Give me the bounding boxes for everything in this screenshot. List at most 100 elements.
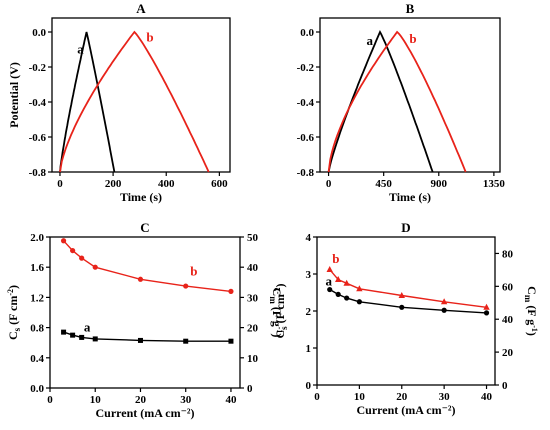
x-tick-label: 10 <box>90 394 102 406</box>
y-right-tick-label: 50 <box>247 232 259 244</box>
data-point-b <box>60 238 67 244</box>
plot-frame <box>319 17 501 173</box>
series-line-b <box>63 240 232 293</box>
plot-frame <box>49 236 241 389</box>
y-right-tick-label: 20 <box>502 347 514 359</box>
y-tick-label: 2 <box>306 306 312 318</box>
data-point-b <box>183 283 189 289</box>
y-right-axis-label: Cm (F g-1) <box>268 288 284 338</box>
series-label-a: a <box>325 273 332 288</box>
svg-text:Cs (F cm-2): Cs (F cm-2) <box>6 285 22 340</box>
data-point-a <box>183 338 189 344</box>
y-tick-label: 0.0 <box>30 383 44 395</box>
data-point-a <box>92 336 98 342</box>
panel-c: C 0 10 20 30 40 0.0 0.4 0.8 1.2 1.6 2.0 0 10 20 30 40 50 C… <box>6 220 284 420</box>
data-point-a <box>327 286 333 293</box>
panel-title: C <box>140 220 149 235</box>
x-tick-label: 40 <box>481 391 493 403</box>
x-tick-label: 0 <box>47 394 53 406</box>
data-point-b <box>483 303 490 310</box>
y-tick-label: 2.0 <box>30 232 44 244</box>
x-tick-label: 10 <box>354 391 366 403</box>
data-point-b <box>79 255 85 261</box>
data-point-b <box>398 291 405 298</box>
y-tick-label: -0.6 <box>29 132 47 144</box>
y-tick-label: -0.8 <box>297 167 315 179</box>
y-tick-label: 4 <box>306 232 312 244</box>
x-tick-label: 1350 <box>483 178 506 190</box>
data-point-b <box>356 285 363 292</box>
x-tick-label: 40 <box>225 394 237 406</box>
x-tick-label: 450 <box>375 178 392 190</box>
panel-title: B <box>406 1 415 16</box>
data-point-b <box>326 266 333 273</box>
svg-text:Cm (F g-1): Cm (F g-1) <box>523 286 539 336</box>
series-label-a: a <box>84 320 91 335</box>
data-point-b <box>70 247 76 254</box>
y-tick-label: -0.2 <box>297 62 315 74</box>
x-tick-label: 900 <box>431 178 448 190</box>
y-tick-label: 0.8 <box>30 323 44 335</box>
y-right-tick-label: 20 <box>247 323 259 335</box>
x-tick-label: 0 <box>57 178 63 190</box>
y-tick-label: 1.6 <box>30 262 44 274</box>
y-tick-label: 0.4 <box>30 353 44 365</box>
data-point-a <box>335 291 341 297</box>
svg-text:Cs (F cm-2): Cs (F cm-2) <box>273 283 289 338</box>
y-right-axis-label: Cm (F g-1) <box>523 286 539 336</box>
plot-frame <box>316 236 496 386</box>
plot-frame <box>51 17 231 173</box>
y-right-tick-label: 0 <box>247 383 253 395</box>
y-tick-label: -0.8 <box>29 167 47 179</box>
series-line-b <box>327 30 467 173</box>
y-tick-label: -0.6 <box>297 132 315 144</box>
y-right-tick-label: 0 <box>502 380 508 392</box>
series-label-a: a <box>367 33 374 48</box>
y-tick-label: -0.2 <box>29 62 47 74</box>
y-tick-label: 0.0 <box>32 27 46 39</box>
data-point-b <box>92 264 98 270</box>
y-tick-label: -0.4 <box>297 97 315 109</box>
x-tick-label: 20 <box>135 394 147 406</box>
x-tick-label: 200 <box>105 178 122 190</box>
data-point-a <box>441 307 447 313</box>
series-line-a <box>59 31 116 173</box>
y-tick-label: -0.4 <box>29 97 47 109</box>
y-right-tick-label: 60 <box>502 281 514 293</box>
x-axis-label: Current (mA cm⁻²) <box>95 406 194 420</box>
y-tick-label: 1 <box>306 343 312 355</box>
series-label-b: b <box>190 264 197 279</box>
data-point-a <box>70 332 76 338</box>
x-tick-label: 30 <box>439 391 451 403</box>
series-line-a <box>329 288 487 314</box>
y-axis-label: Cs (F cm-2) <box>6 285 22 340</box>
x-tick-label: 600 <box>211 178 228 190</box>
y-axis-label: Potential (V) <box>7 62 21 128</box>
series-line-a <box>327 29 434 173</box>
x-tick-label: 400 <box>158 178 175 190</box>
series-label-a: a <box>77 42 84 57</box>
data-point-b <box>343 279 350 286</box>
x-tick-label: 0 <box>314 391 320 403</box>
data-point-a <box>137 337 143 343</box>
y-tick-label: 1.2 <box>30 292 44 304</box>
data-point-a <box>79 334 85 340</box>
data-point-a <box>344 295 350 301</box>
y-axis-label: Cs (F cm-2) <box>273 283 289 338</box>
x-axis-label: Time (s) <box>120 190 162 204</box>
y-right-tick-label: 40 <box>502 314 514 326</box>
y-tick-label: 0 <box>306 380 312 392</box>
y-right-tick-label: 40 <box>247 262 259 274</box>
data-point-a <box>483 310 490 316</box>
x-tick-label: 20 <box>396 391 408 403</box>
panel-title: A <box>136 1 146 16</box>
svg-text:Cm (F g-1): Cm (F g-1) <box>268 288 284 338</box>
x-tick-label: 0 <box>326 178 332 190</box>
data-point-a <box>399 304 405 310</box>
series-label-b: b <box>409 31 416 46</box>
data-point-b <box>440 298 448 305</box>
data-point-b <box>334 276 342 283</box>
x-axis-label: Time (s) <box>389 190 431 204</box>
